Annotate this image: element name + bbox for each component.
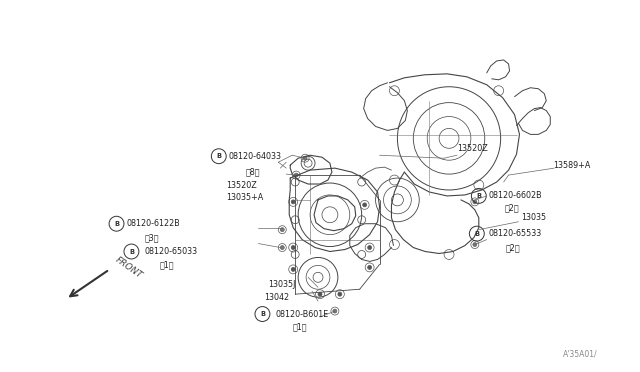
Text: 08120-6122B: 08120-6122B	[127, 219, 180, 228]
Text: 13520Z: 13520Z	[226, 182, 257, 190]
Text: A'35A01/: A'35A01/	[563, 349, 598, 358]
Text: FRONT: FRONT	[113, 255, 144, 280]
Circle shape	[363, 203, 367, 207]
Circle shape	[367, 246, 372, 250]
Text: 〈2〉: 〈2〉	[504, 203, 519, 212]
Circle shape	[291, 267, 295, 271]
Text: B: B	[216, 153, 221, 159]
Text: B: B	[129, 248, 134, 254]
Circle shape	[318, 292, 322, 296]
Circle shape	[291, 246, 295, 250]
Text: （8）: （8）	[246, 168, 260, 177]
Text: 13035J: 13035J	[268, 280, 296, 289]
Text: 08120-6602B: 08120-6602B	[489, 192, 542, 201]
Text: 08120-B601E: 08120-B601E	[275, 310, 328, 318]
Text: （1）: （1）	[159, 260, 173, 269]
Circle shape	[280, 228, 284, 232]
Text: 08120-65533: 08120-65533	[489, 229, 542, 238]
Text: 08120-64033: 08120-64033	[228, 152, 282, 161]
Text: 13035+A: 13035+A	[226, 193, 263, 202]
Text: B: B	[260, 311, 265, 317]
Circle shape	[294, 173, 298, 177]
Text: （1）: （1）	[292, 323, 307, 331]
Circle shape	[473, 243, 477, 247]
Circle shape	[473, 200, 477, 204]
Circle shape	[303, 156, 307, 160]
Text: B: B	[474, 231, 479, 237]
Text: 13042: 13042	[264, 293, 289, 302]
Text: B: B	[476, 193, 481, 199]
Circle shape	[280, 246, 284, 250]
Text: 13520Z: 13520Z	[457, 144, 488, 153]
Circle shape	[338, 292, 342, 296]
Text: （3）: （3）	[145, 233, 159, 242]
Text: B: B	[114, 221, 119, 227]
Circle shape	[333, 309, 337, 313]
Text: （2）: （2）	[506, 243, 520, 252]
Circle shape	[291, 200, 295, 204]
Circle shape	[367, 265, 372, 269]
Text: 13035: 13035	[522, 213, 547, 222]
Text: 08120-65033: 08120-65033	[145, 247, 198, 256]
Text: 13589+A: 13589+A	[553, 161, 591, 170]
